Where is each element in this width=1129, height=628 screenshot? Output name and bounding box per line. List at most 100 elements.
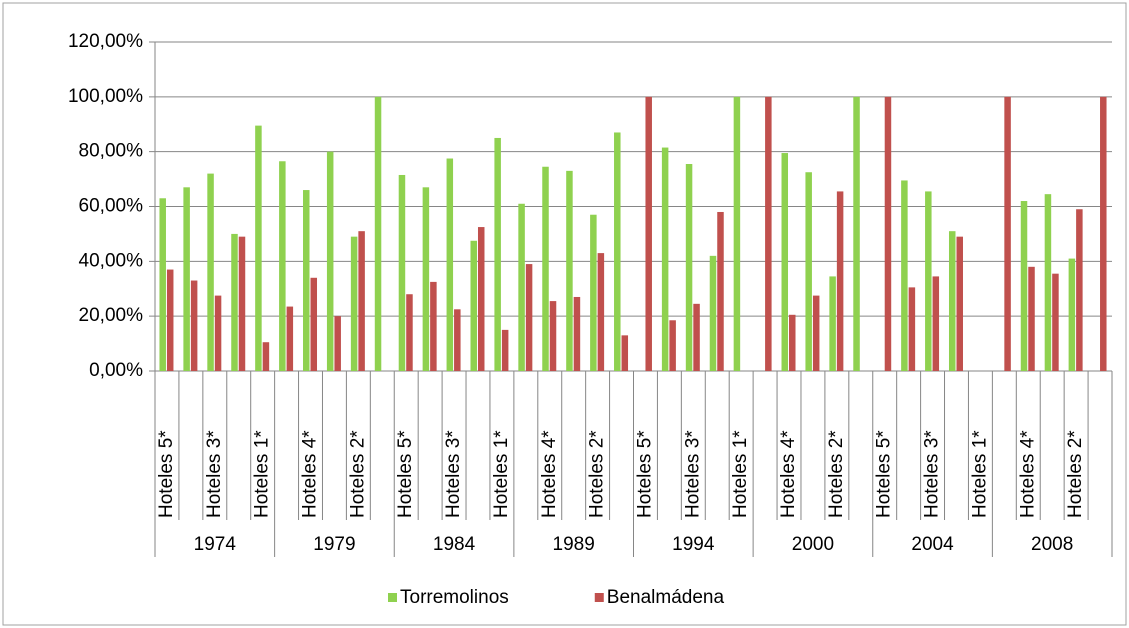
group-label: 1974 [194, 534, 237, 555]
x-tick-label: Hoteles 4* [778, 430, 799, 518]
group-label: 2000 [792, 534, 834, 555]
bar [398, 174, 406, 371]
x-tick-label: Hoteles 4* [539, 430, 560, 518]
x-tick-label: Hoteles 3* [443, 430, 464, 518]
x-tick-label: Hoteles 2* [347, 430, 368, 518]
bar [286, 306, 294, 371]
bar [430, 281, 437, 371]
bar [166, 269, 174, 371]
bar [717, 211, 724, 371]
x-tick-label: Hoteles 3* [922, 430, 943, 518]
bar [829, 276, 836, 371]
bar [685, 164, 693, 371]
legend-swatch [388, 593, 397, 602]
bar [1100, 96, 1107, 371]
x-tick-label: Hoteles 2* [1065, 430, 1086, 518]
bar [326, 151, 334, 371]
bar [669, 320, 676, 371]
y-tick-label: 80,00% [79, 141, 144, 162]
bar [303, 190, 310, 371]
x-tick-label: Hoteles 1* [252, 430, 273, 518]
bar [948, 231, 956, 371]
bar [1028, 266, 1035, 371]
bar [932, 276, 940, 371]
group-label: 2004 [911, 534, 954, 555]
bar [358, 231, 365, 371]
bar [908, 287, 916, 371]
x-tick-label: Hoteles 5* [156, 430, 177, 518]
bar [159, 198, 166, 371]
bar [350, 236, 358, 371]
group-label: 2008 [1031, 534, 1073, 555]
y-tick-label: 60,00% [79, 196, 144, 217]
x-tick-label: Hoteles 1* [491, 430, 512, 518]
x-tick-label: Hoteles 2* [826, 430, 847, 518]
bar [334, 316, 341, 371]
bar [597, 253, 605, 371]
bar [590, 214, 597, 371]
bar [781, 153, 789, 371]
group-label: 1984 [433, 534, 476, 555]
bar [1020, 201, 1028, 371]
bar [310, 277, 318, 371]
bar [238, 236, 246, 371]
legend-label: Torremolinos [400, 587, 509, 608]
bar [925, 191, 932, 371]
x-tick-label: Hoteles 5* [874, 430, 895, 518]
bar [214, 295, 222, 371]
bar [573, 296, 581, 371]
y-tick-label: 100,00% [68, 86, 143, 107]
bar [805, 172, 812, 371]
y-tick-label: 0,00% [89, 360, 143, 381]
x-tick-label: Hoteles 1* [969, 430, 990, 518]
bar [853, 96, 860, 371]
x-tick-label: Hoteles 5* [395, 430, 416, 518]
group-label: 1989 [553, 534, 595, 555]
x-tick-label: Hoteles 5* [634, 430, 655, 518]
bar [901, 180, 908, 371]
bar [518, 203, 525, 371]
bar [446, 158, 454, 371]
bar [765, 96, 772, 371]
group-label: 1994 [672, 534, 715, 555]
y-tick-label: 40,00% [79, 250, 144, 271]
bar [207, 173, 214, 371]
bar [477, 227, 485, 371]
bar [279, 161, 286, 371]
x-tick-label: Hoteles 3* [204, 430, 225, 518]
x-tick-label: Hoteles 3* [682, 430, 703, 518]
bar [1052, 273, 1059, 371]
bar [566, 170, 573, 371]
bar [621, 335, 629, 371]
bar [884, 96, 892, 371]
bar [812, 295, 820, 371]
bar [549, 301, 557, 371]
x-tick-label: Hoteles 4* [300, 430, 321, 518]
bar [733, 96, 741, 371]
bar [789, 314, 796, 371]
x-tick-label: Hoteles 2* [587, 430, 608, 518]
bar [454, 309, 461, 371]
bar [501, 329, 509, 371]
group-label: 1979 [313, 534, 355, 555]
bar [525, 264, 533, 371]
bar [494, 137, 501, 371]
x-tick-label: Hoteles 4* [1017, 430, 1038, 518]
bar [693, 303, 700, 371]
bar [255, 125, 262, 371]
bar [645, 96, 652, 371]
bar [836, 191, 844, 371]
legend-label: Benalmádena [607, 587, 725, 608]
y-tick-label: 20,00% [79, 305, 144, 326]
bar [614, 132, 621, 371]
legend-swatch [594, 593, 604, 602]
x-tick-label: Hoteles 1* [730, 430, 751, 518]
bar [262, 342, 270, 371]
bar [542, 166, 549, 371]
bar [231, 233, 238, 371]
bar [661, 147, 669, 371]
bar [1076, 209, 1083, 371]
bar [470, 240, 477, 371]
bar [956, 236, 963, 371]
